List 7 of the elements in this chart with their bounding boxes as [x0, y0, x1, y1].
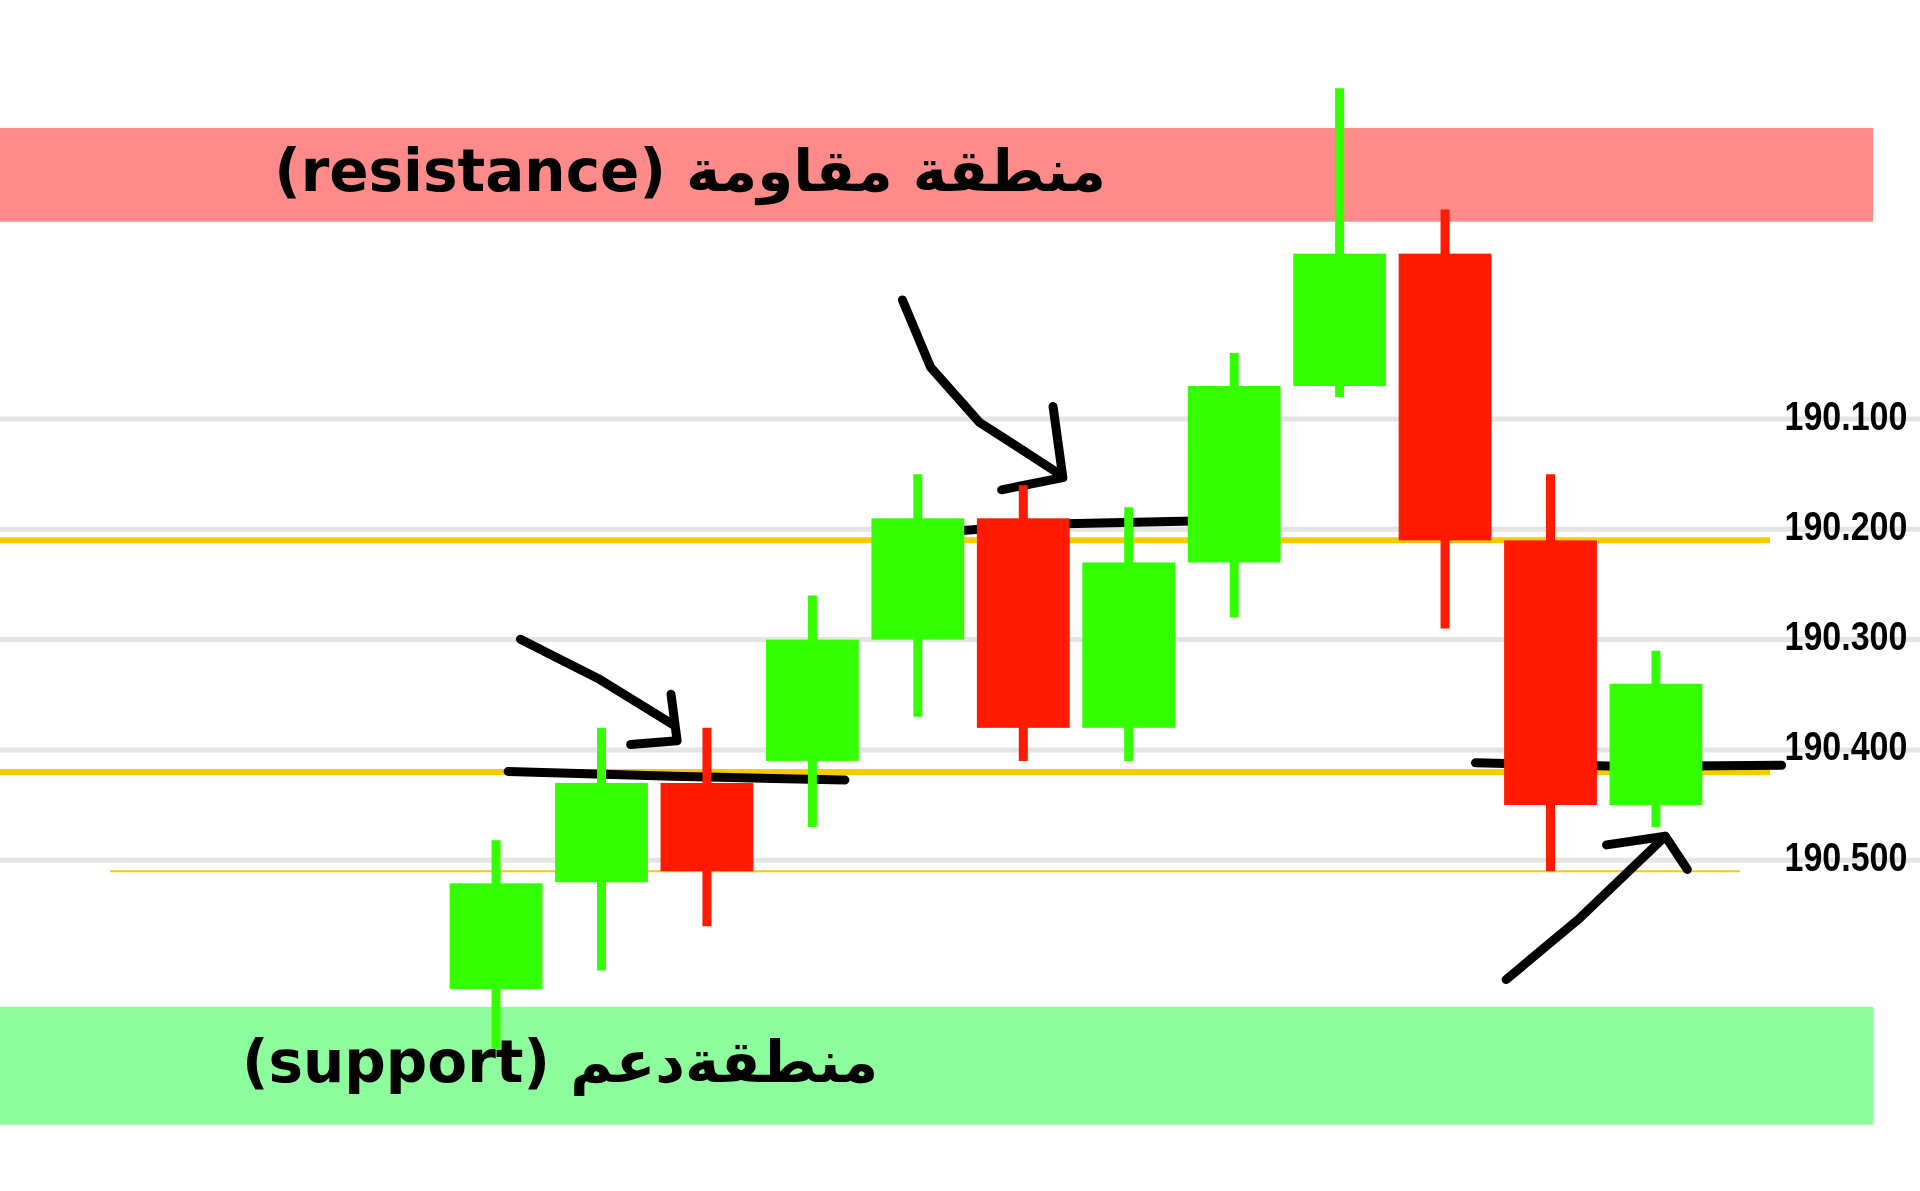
band-label: منطقةدعم (support) [241, 1027, 879, 1096]
y-tick-label: 190.400 [1784, 723, 1908, 770]
y-tick-label: 190.200 [1784, 503, 1908, 549]
y-tick-label: 190.300 [1784, 613, 1908, 659]
band-label: منطقة مقاومة (resistance) [274, 136, 1106, 206]
y-tick-label: 190.100 [1784, 392, 1908, 439]
y-tick-label: 190.500 [1784, 834, 1908, 880]
